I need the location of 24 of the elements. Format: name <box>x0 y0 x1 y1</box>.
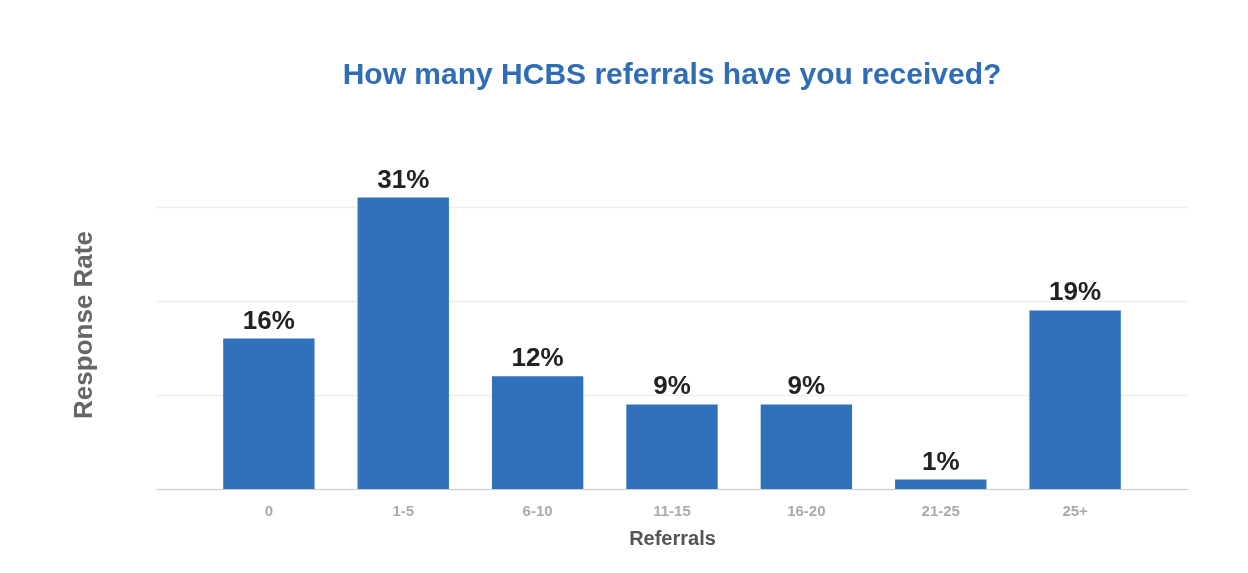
x-tick-label: 0 <box>264 501 274 519</box>
x-tick-label: 25+ <box>1062 501 1089 519</box>
x-tick-label: 16-20 <box>787 501 826 519</box>
bar <box>491 376 584 489</box>
x-tick-label: 1-5 <box>392 501 415 519</box>
bar <box>223 338 315 489</box>
bar <box>1029 310 1121 489</box>
data-label: 12% <box>511 342 564 373</box>
data-label: 16% <box>242 304 295 335</box>
chart-title: How many HCBS referrals have you received? <box>342 57 1002 90</box>
bar <box>760 404 853 489</box>
bar <box>357 197 449 489</box>
data-label: 31% <box>377 163 430 194</box>
data-label: 19% <box>1049 276 1102 307</box>
bar <box>626 404 718 489</box>
y-axis-title: Response Rate <box>67 231 98 419</box>
data-label: 9% <box>653 370 691 401</box>
x-tick-label: 11-15 <box>653 501 691 519</box>
x-tick-label: 21-25 <box>921 501 960 519</box>
x-axis-title: Referrals <box>629 526 716 549</box>
bar <box>895 479 987 489</box>
data-label: 9% <box>787 370 826 401</box>
x-tick-label: 6-10 <box>522 501 553 519</box>
data-label: 1% <box>921 445 960 476</box>
